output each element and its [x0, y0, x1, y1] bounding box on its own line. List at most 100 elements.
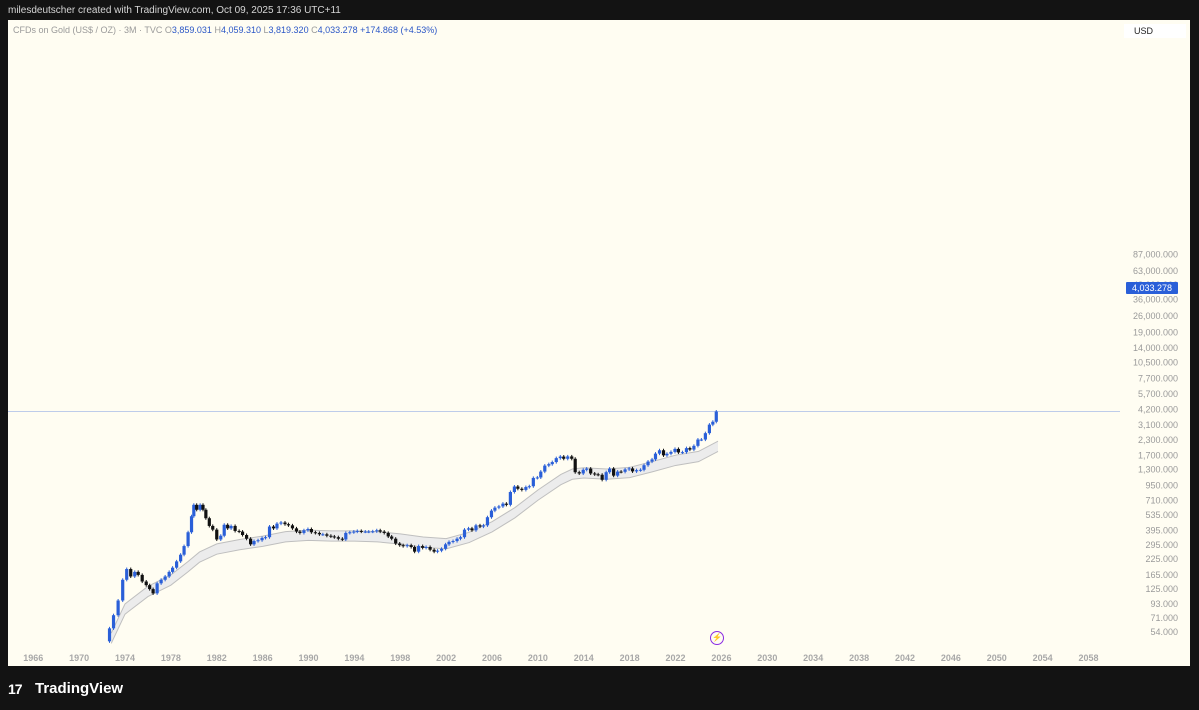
y-axis-tick-label: 26,000.000 — [1133, 311, 1178, 321]
candle-body — [585, 468, 589, 470]
candle-body — [129, 569, 133, 577]
candle-body — [539, 471, 543, 478]
x-axis-tick-label: 2034 — [803, 653, 823, 663]
candle — [329, 534, 333, 539]
candle — [470, 526, 474, 532]
candle — [447, 540, 451, 546]
candle-body — [417, 546, 421, 552]
x-axis-tick-label: 1986 — [253, 653, 273, 663]
y-axis-tick-label: 63,000.000 — [1133, 266, 1178, 276]
candle-body — [325, 534, 329, 536]
candle — [516, 484, 520, 491]
candle — [489, 509, 494, 519]
candle-body — [642, 465, 646, 470]
candle — [432, 548, 436, 554]
candle-body — [215, 529, 219, 540]
candle-body — [558, 456, 562, 459]
candle-body — [294, 528, 299, 532]
candle — [535, 475, 539, 480]
candle-body — [688, 448, 692, 450]
candle — [417, 544, 421, 554]
candle — [121, 578, 125, 603]
candle-body — [167, 571, 171, 577]
candle — [650, 457, 654, 464]
candle — [151, 587, 155, 595]
lightning-icon[interactable]: ⚡ — [710, 631, 724, 645]
y-axis-tick-label: 4,200.000 — [1138, 404, 1178, 414]
y-axis-tick-label: 19,000.000 — [1133, 327, 1178, 337]
candle — [558, 455, 562, 460]
candle-body — [630, 468, 635, 472]
candle — [179, 553, 183, 563]
candle — [256, 538, 260, 543]
candle-body — [336, 537, 340, 539]
candle-body — [608, 468, 612, 473]
candle-body — [593, 473, 597, 475]
candle-body — [271, 526, 276, 529]
candle — [554, 456, 558, 464]
candle — [171, 566, 175, 574]
y-axis-tick-label: 36,000.000 — [1133, 295, 1178, 305]
candle — [451, 539, 455, 544]
candle-body — [163, 576, 167, 580]
candle — [512, 484, 517, 494]
candle-body — [428, 546, 432, 550]
candle — [547, 462, 551, 468]
candle-body — [226, 524, 230, 529]
candle — [435, 549, 440, 554]
y-axis-tick-label: 2,300.000 — [1138, 435, 1178, 445]
candle-body — [148, 585, 152, 590]
candle — [508, 490, 512, 507]
x-axis-tick-label: 1978 — [161, 653, 181, 663]
candle-body — [535, 477, 539, 479]
candle — [325, 532, 329, 538]
candle — [703, 431, 707, 442]
candle — [321, 532, 325, 536]
candle-body — [329, 535, 333, 537]
candle — [233, 524, 237, 533]
candle-body — [286, 524, 291, 526]
price-chart[interactable]: 54.000 71.000 93.000 125.000 165.000 225.000 2… — [8, 20, 1190, 666]
y-axis-tick-label: 295.000 — [1145, 540, 1178, 550]
candle-body — [275, 523, 279, 529]
candle — [439, 547, 444, 553]
candle-body — [550, 462, 554, 465]
x-axis-tick-label: 2014 — [574, 653, 594, 663]
candle-body — [413, 546, 417, 552]
candle — [155, 581, 159, 595]
x-axis-tick-label: 2006 — [482, 653, 502, 663]
candle-body — [248, 538, 253, 545]
candle — [543, 464, 547, 474]
candle — [279, 520, 283, 526]
candle-body — [352, 531, 356, 533]
candle — [684, 446, 689, 454]
moving-average-band — [111, 441, 718, 644]
y-axis-tick-label: 395.000 — [1145, 525, 1178, 535]
candle — [201, 503, 205, 512]
candle — [653, 452, 658, 461]
candle — [524, 485, 528, 492]
candle — [363, 530, 367, 534]
candle-body — [359, 530, 363, 532]
candle — [267, 525, 272, 539]
candle — [711, 420, 715, 427]
candle — [676, 447, 681, 455]
currency-selector[interactable]: USD — [1124, 24, 1186, 38]
y-axis-tick-label: 93.000 — [1150, 599, 1178, 609]
candle — [401, 543, 405, 548]
chart-panel[interactable]: 54.000 71.000 93.000 125.000 165.000 225.000 2… — [8, 20, 1190, 666]
y-axis-tick-label: 7,700.000 — [1138, 373, 1178, 383]
candle-body — [711, 421, 715, 425]
x-axis-tick-label: 2010 — [528, 653, 548, 663]
candle-body — [703, 433, 707, 440]
candle-body — [107, 628, 112, 642]
candle-body — [298, 531, 302, 533]
candle-body — [451, 541, 455, 543]
author-credit: milesdeutscher created with TradingView.… — [8, 5, 341, 16]
x-axis-tick-label: 1990 — [299, 653, 319, 663]
candle — [371, 529, 375, 534]
candle — [136, 570, 140, 577]
candle-body — [222, 524, 226, 536]
candle — [306, 527, 310, 532]
candle — [585, 467, 589, 472]
